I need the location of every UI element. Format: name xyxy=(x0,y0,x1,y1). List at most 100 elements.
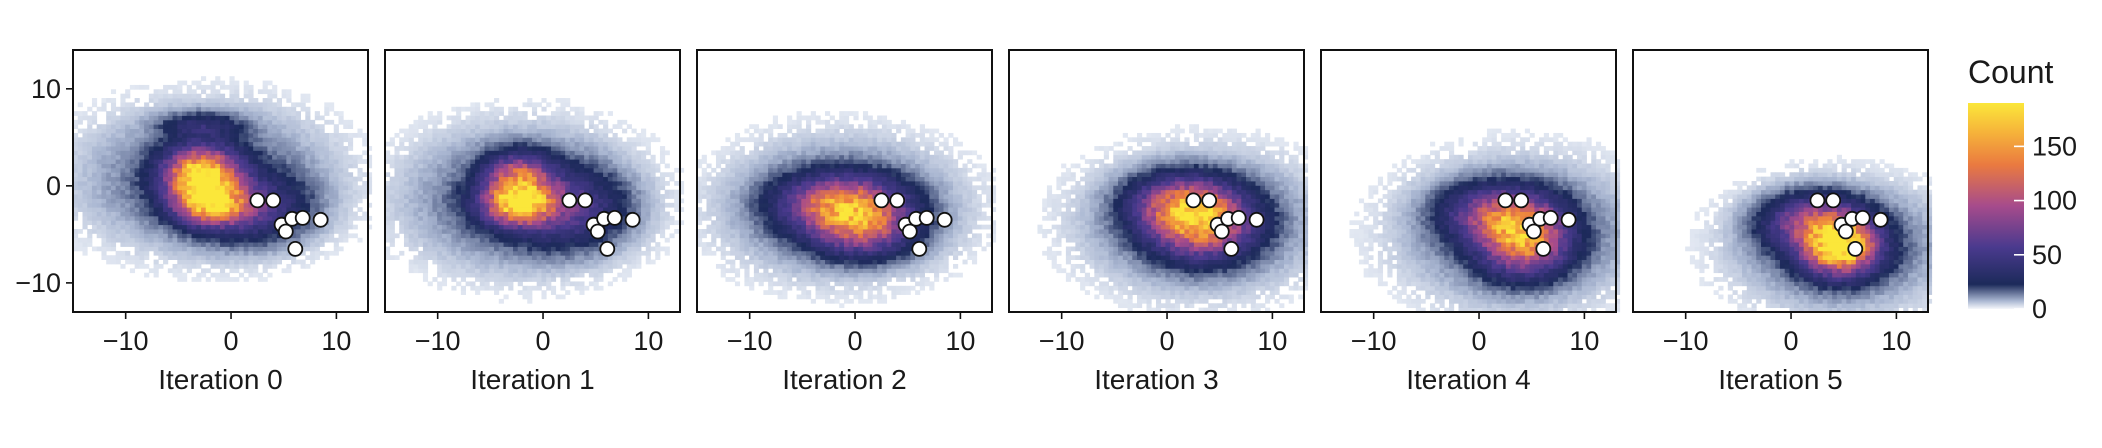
density-cell xyxy=(343,224,349,230)
density-cell xyxy=(508,132,514,138)
density-cell xyxy=(579,263,585,269)
density-cell xyxy=(177,185,183,191)
density-cell xyxy=(125,159,131,164)
density-cell xyxy=(536,154,542,160)
density-cell xyxy=(422,250,429,256)
density-cell xyxy=(617,159,623,164)
density-cell xyxy=(276,124,283,129)
density-cell xyxy=(641,150,647,156)
density-cell xyxy=(768,272,774,278)
density-cell xyxy=(210,224,216,230)
density-cell xyxy=(593,272,599,278)
density-cell xyxy=(106,242,112,247)
density-cell xyxy=(441,224,448,230)
density-heatmap xyxy=(73,76,373,282)
density-cell xyxy=(744,268,750,274)
density-cell xyxy=(158,246,164,252)
density-cell xyxy=(139,150,145,156)
density-cell xyxy=(470,132,476,138)
density-cell xyxy=(262,246,268,252)
density-cell xyxy=(134,189,140,195)
density-cell xyxy=(210,137,216,143)
density-cell xyxy=(470,246,476,252)
density-cell xyxy=(129,84,136,90)
density-cell xyxy=(631,194,637,199)
density-cell xyxy=(460,290,466,295)
density-cell xyxy=(772,202,778,208)
density-cell xyxy=(475,172,481,178)
density-cell xyxy=(399,189,405,195)
density-cell xyxy=(574,202,580,208)
density-cell xyxy=(229,102,235,108)
density-cell xyxy=(333,202,339,208)
density-cell xyxy=(422,268,429,274)
density-cell xyxy=(257,255,264,260)
density-cell xyxy=(484,102,490,108)
density-cell xyxy=(584,229,590,234)
density-cell xyxy=(172,146,178,151)
density-cell xyxy=(744,215,750,221)
density-cell xyxy=(314,250,320,256)
density-cell xyxy=(144,242,150,247)
density-cell xyxy=(579,215,585,221)
density-cell xyxy=(357,189,363,195)
density-cell xyxy=(541,150,547,156)
density-cell xyxy=(314,128,320,134)
density-cell xyxy=(413,229,419,234)
density-cell xyxy=(753,224,760,230)
density-cell xyxy=(622,198,628,204)
density-cell xyxy=(101,189,107,195)
density-cell xyxy=(286,202,292,208)
density-cell xyxy=(153,150,159,156)
density-cell xyxy=(191,137,197,143)
density-cell xyxy=(437,229,443,234)
density-cell xyxy=(394,233,400,239)
density-cell xyxy=(565,268,571,274)
density-cell xyxy=(267,106,273,112)
density-cell xyxy=(484,194,490,199)
density-cell xyxy=(362,181,368,186)
density-cell xyxy=(196,185,202,191)
density-cell xyxy=(82,215,88,221)
density-cell xyxy=(158,119,164,125)
density-cell xyxy=(701,189,707,195)
density-cell xyxy=(205,237,211,243)
density-cell xyxy=(593,128,599,134)
density-cell xyxy=(451,272,457,278)
density-cell xyxy=(531,272,538,278)
density-cell xyxy=(172,141,178,147)
density-cell xyxy=(300,263,306,269)
density-cell xyxy=(536,277,542,282)
density-cell xyxy=(513,128,519,134)
density-cell xyxy=(148,220,154,226)
density-cell xyxy=(427,176,433,182)
density-cell xyxy=(329,172,335,178)
density-cell xyxy=(186,137,192,143)
density-cell xyxy=(513,259,519,265)
density-cell xyxy=(305,115,311,121)
density-cell xyxy=(720,189,726,195)
density-cell xyxy=(631,150,637,156)
density-cell xyxy=(593,259,599,265)
density-cell xyxy=(262,172,268,178)
density-cell xyxy=(224,259,230,265)
density-cell xyxy=(106,146,112,151)
density-cell xyxy=(267,242,273,247)
density-cell xyxy=(503,172,509,178)
density-cell xyxy=(182,263,188,269)
density-cell xyxy=(115,220,121,226)
density-cell xyxy=(536,211,542,217)
density-cell xyxy=(641,181,647,186)
density-cell xyxy=(82,242,88,247)
density-cell xyxy=(234,198,240,204)
density-cell xyxy=(394,255,400,260)
density-cell xyxy=(408,176,414,182)
density-cell xyxy=(706,242,712,247)
density-cell xyxy=(286,146,292,151)
density-cell xyxy=(579,211,585,217)
density-cell xyxy=(531,181,538,186)
density-cell xyxy=(210,237,216,243)
density-cell xyxy=(541,242,547,247)
density-cell xyxy=(310,233,316,239)
density-cell xyxy=(163,102,169,108)
